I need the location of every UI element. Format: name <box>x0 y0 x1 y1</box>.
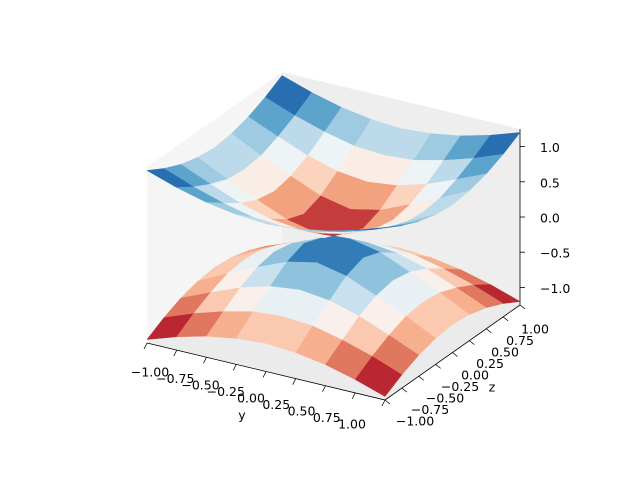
y-tick <box>418 375 424 381</box>
x-tick-label: 0.00 <box>237 391 265 406</box>
y-tick <box>452 352 458 357</box>
x-tick <box>381 399 386 407</box>
y-axis-label: z <box>489 380 496 395</box>
x-tick-label: 0.25 <box>262 397 290 412</box>
x-tick-label: 1.00 <box>338 417 366 432</box>
z-tick-label: −0.5 <box>540 246 570 261</box>
x-tick-label: 0.50 <box>288 404 316 419</box>
x-tick-label: −1.00 <box>131 365 169 380</box>
x-tick <box>173 349 178 357</box>
y-tick <box>519 304 526 310</box>
x-tick-label: −0.50 <box>181 378 219 393</box>
x-tick <box>262 371 267 378</box>
x-tick-label: 0.75 <box>313 410 341 425</box>
y-tick-label: −0.25 <box>441 379 479 394</box>
x-tick <box>351 392 356 400</box>
y-tick <box>401 387 408 393</box>
x-axis-label: y <box>238 408 246 423</box>
y-tick-label: 0.50 <box>491 345 519 360</box>
surface-facet <box>355 225 402 231</box>
x-tick <box>322 385 326 392</box>
x-tick <box>143 342 148 350</box>
z-tick-label: −1.0 <box>540 281 570 296</box>
y-tick-label: −1.00 <box>396 414 434 429</box>
z-tick-label: 0.0 <box>540 211 560 226</box>
y-tick <box>486 328 492 334</box>
y-tick <box>469 340 475 345</box>
y-tick-label: 0.75 <box>506 333 534 348</box>
y-tick-label: −0.50 <box>426 391 464 406</box>
x-tick-label: −0.25 <box>207 384 245 399</box>
y-tick-label: −0.75 <box>411 402 449 417</box>
y-tick <box>435 364 441 369</box>
y-tick-label: 1.00 <box>521 322 549 337</box>
surface-facet <box>354 356 403 397</box>
x-tick <box>292 378 297 385</box>
x-tick <box>203 357 207 364</box>
y-tick <box>384 399 391 405</box>
z-tick-label: 1.0 <box>540 140 560 155</box>
x-tick-label: −0.75 <box>156 371 194 386</box>
y-tick <box>502 316 509 322</box>
y-tick-label: 0.25 <box>476 356 504 371</box>
y-tick-label: 0.00 <box>461 368 489 383</box>
x-tick <box>232 364 237 371</box>
z-tick-label: 0.5 <box>540 175 560 190</box>
